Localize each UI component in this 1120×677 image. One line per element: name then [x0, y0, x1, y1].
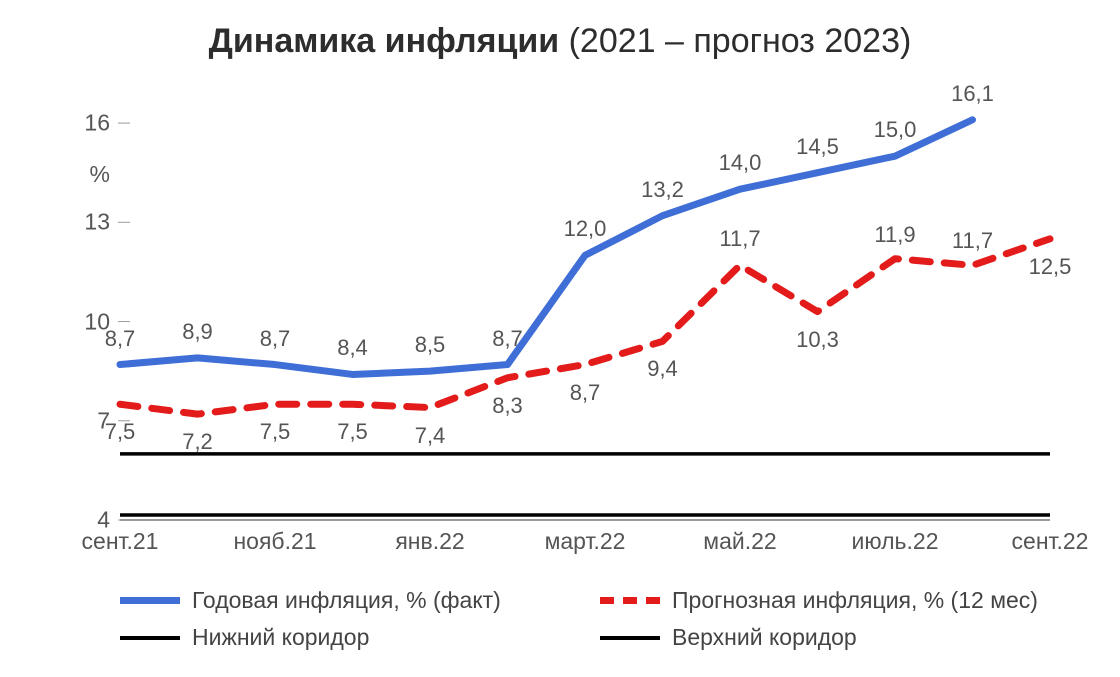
- title-bold: Динамика инфляции: [209, 22, 559, 60]
- legend-swatch-lower: [120, 636, 180, 640]
- y-tick-label: 13: [50, 209, 110, 236]
- x-tick-label: сент.21: [82, 528, 159, 555]
- plot-svg: [120, 90, 1080, 520]
- plot-area: % 47101316сент.21нояб.21янв.22март.22май…: [120, 90, 1080, 520]
- legend-label-lower: Нижний коридор: [192, 624, 369, 651]
- y-tick-label: 7: [50, 407, 110, 434]
- data-label: 8,5: [415, 332, 446, 358]
- data-label: 8,9: [182, 319, 213, 345]
- legend-item-actual: Годовая инфляция, % (факт): [120, 587, 600, 614]
- data-label: 8,7: [105, 326, 136, 352]
- legend-swatch-forecast: [600, 597, 660, 604]
- data-label: 11,7: [952, 228, 993, 254]
- data-label: 10,3: [796, 327, 839, 353]
- data-label: 15,0: [874, 117, 917, 143]
- data-label: 7,5: [105, 419, 136, 445]
- legend-swatch-actual: [120, 597, 180, 604]
- y-tick-label: 16: [50, 110, 110, 137]
- data-label: 7,5: [260, 419, 291, 445]
- data-label: 11,9: [874, 222, 915, 248]
- data-label: 8,7: [260, 326, 291, 352]
- data-label: 7,5: [337, 419, 368, 445]
- legend: Годовая инфляция, % (факт) Прогнозная ин…: [120, 587, 1080, 651]
- data-label: 16,1: [951, 81, 994, 107]
- chart-container: Динамика инфляции (2021 – прогноз 2023) …: [0, 0, 1120, 677]
- chart-title: Динамика инфляции (2021 – прогноз 2023): [0, 0, 1120, 61]
- y-tick-label: 10: [50, 308, 110, 335]
- data-label: 14,5: [796, 134, 839, 160]
- data-label: 9,4: [647, 356, 678, 382]
- legend-item-upper: Верхний коридор: [600, 624, 1080, 651]
- legend-item-forecast: Прогнозная инфляция, % (12 мес): [600, 587, 1080, 614]
- legend-label-forecast: Прогнозная инфляция, % (12 мес): [672, 587, 1038, 614]
- x-tick-label: июль.22: [852, 528, 939, 555]
- data-label: 12,5: [1029, 254, 1072, 280]
- data-label: 11,7: [719, 226, 760, 252]
- legend-label-actual: Годовая инфляция, % (факт): [192, 587, 501, 614]
- data-label: 8,4: [337, 335, 368, 361]
- title-light: (2021 – прогноз 2023): [569, 22, 912, 60]
- legend-label-upper: Верхний коридор: [672, 624, 857, 651]
- x-tick-label: сент.22: [1012, 528, 1089, 555]
- data-label: 13,2: [641, 177, 684, 203]
- data-label: 8,7: [570, 380, 601, 406]
- x-tick-label: нояб.21: [233, 528, 316, 555]
- x-tick-label: май.22: [703, 528, 776, 555]
- data-label: 8,3: [492, 393, 523, 419]
- data-label: 7,2: [182, 429, 213, 455]
- legend-swatch-upper: [600, 636, 660, 640]
- x-tick-label: янв.22: [395, 528, 464, 555]
- data-label: 14,0: [719, 150, 762, 176]
- x-tick-label: март.22: [545, 528, 626, 555]
- data-label: 7,4: [415, 423, 446, 449]
- y-unit-label: %: [50, 161, 110, 188]
- data-label: 8,7: [492, 326, 523, 352]
- legend-item-lower: Нижний коридор: [120, 624, 600, 651]
- data-label: 12,0: [564, 216, 607, 242]
